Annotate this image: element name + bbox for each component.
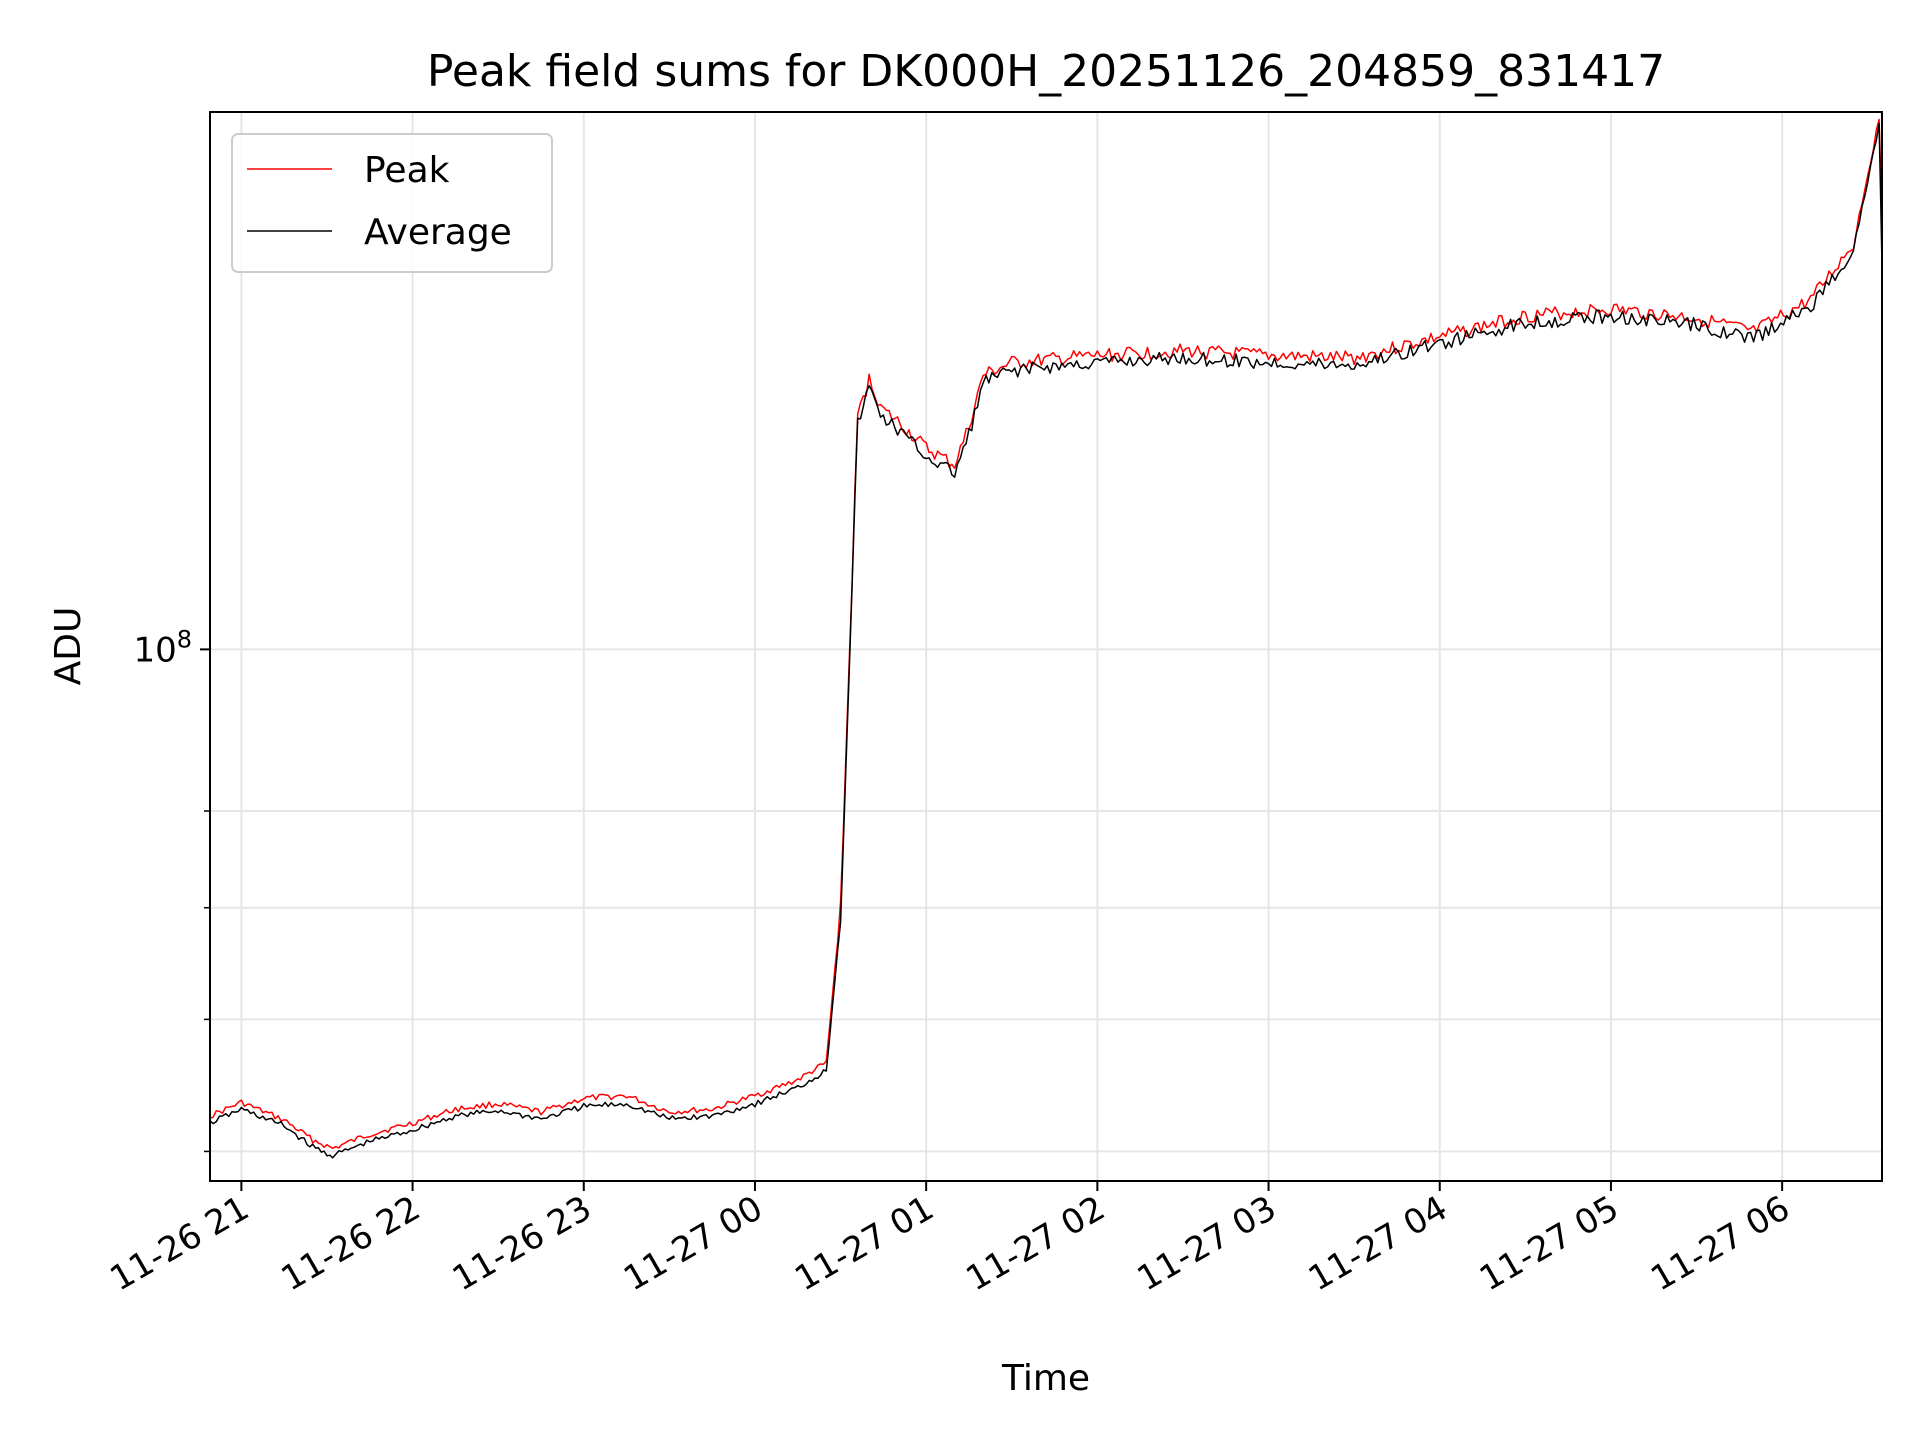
x-tick-label: 11-27 06 (1644, 1188, 1796, 1299)
legend-label-peak: Peak (364, 150, 450, 191)
legend-label-average: Average (364, 212, 512, 253)
series-layer (209, 118, 1883, 1159)
x-tick-label: 11-27 02 (959, 1188, 1111, 1299)
plot-frame (209, 111, 1883, 1182)
x-tick-label: 11-27 05 (1473, 1188, 1625, 1299)
x-tick-label: 11-27 00 (617, 1188, 769, 1299)
x-tick-label: 11-26 22 (275, 1188, 427, 1299)
series-line-average (209, 122, 1883, 1159)
y-tick-label: 108 (133, 625, 192, 670)
x-tick-label: 11-27 03 (1131, 1188, 1283, 1299)
y-axis: 108 (133, 625, 210, 1153)
legend: Peak Average (231, 133, 553, 273)
chart-title: Peak field sums for DK000H_20251126_2048… (427, 46, 1665, 97)
series-line-peak (209, 118, 1883, 1149)
x-tick-label: 11-27 04 (1302, 1188, 1454, 1299)
y-axis-label: ADU (48, 607, 89, 686)
x-tick-label: 11-27 01 (788, 1188, 940, 1299)
x-axis: 11-26 21 11-26 22 11-26 23 11-27 00 11-27 01… (103, 1181, 1797, 1299)
grid-lines (210, 112, 1882, 1181)
x-tick-label: 11-26 21 (103, 1188, 255, 1299)
x-tick-label: 11-26 23 (446, 1188, 598, 1299)
x-axis-label: Time (1001, 1358, 1090, 1399)
